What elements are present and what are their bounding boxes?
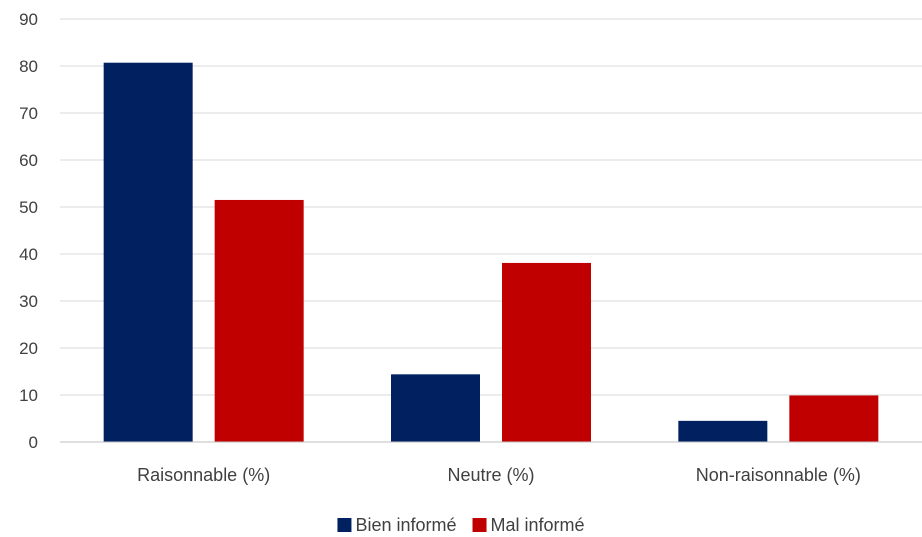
y-tick-label: 70 — [19, 104, 38, 123]
bar-bien-inform-non-raisonnable — [678, 420, 768, 442]
legend-label: Mal informé — [491, 515, 585, 535]
gridlines — [60, 18, 922, 396]
bar-mal-inform-raisonnable — [214, 199, 304, 442]
x-axis-category-labels: Raisonnable (%) Neutre (%) Non-raisonnable… — [137, 465, 861, 485]
bar-bien-inform-raisonnable — [103, 62, 193, 443]
y-tick-label: 80 — [19, 57, 38, 76]
legend: Bien informé Mal informé — [337, 515, 585, 535]
x-category-label: Neutre (%) — [447, 465, 534, 485]
y-axis-tick-labels: 0 10 20 30 40 50 60 70 80 90 — [19, 10, 38, 452]
bar-mal-inform-non-raisonnable — [789, 395, 879, 442]
x-category-label: Non-raisonnable (%) — [696, 465, 861, 485]
y-tick-label: 10 — [19, 386, 38, 405]
x-category-label: Raisonnable (%) — [137, 465, 270, 485]
bar-mal-inform-neutre — [502, 262, 591, 442]
bars — [103, 62, 879, 443]
legend-swatch-mal-inform — [472, 518, 487, 532]
y-tick-label: 40 — [19, 245, 38, 264]
y-tick-label: 20 — [19, 339, 38, 358]
legend-swatch-bien-inform — [337, 518, 352, 532]
bar-bien-inform-neutre — [391, 374, 480, 442]
y-tick-label: 30 — [19, 292, 38, 311]
y-tick-label: 60 — [19, 151, 38, 170]
y-tick-label: 50 — [19, 198, 38, 217]
legend-label: Bien informé — [355, 515, 456, 535]
y-tick-label: 90 — [19, 10, 38, 29]
y-tick-label: 0 — [29, 433, 38, 452]
